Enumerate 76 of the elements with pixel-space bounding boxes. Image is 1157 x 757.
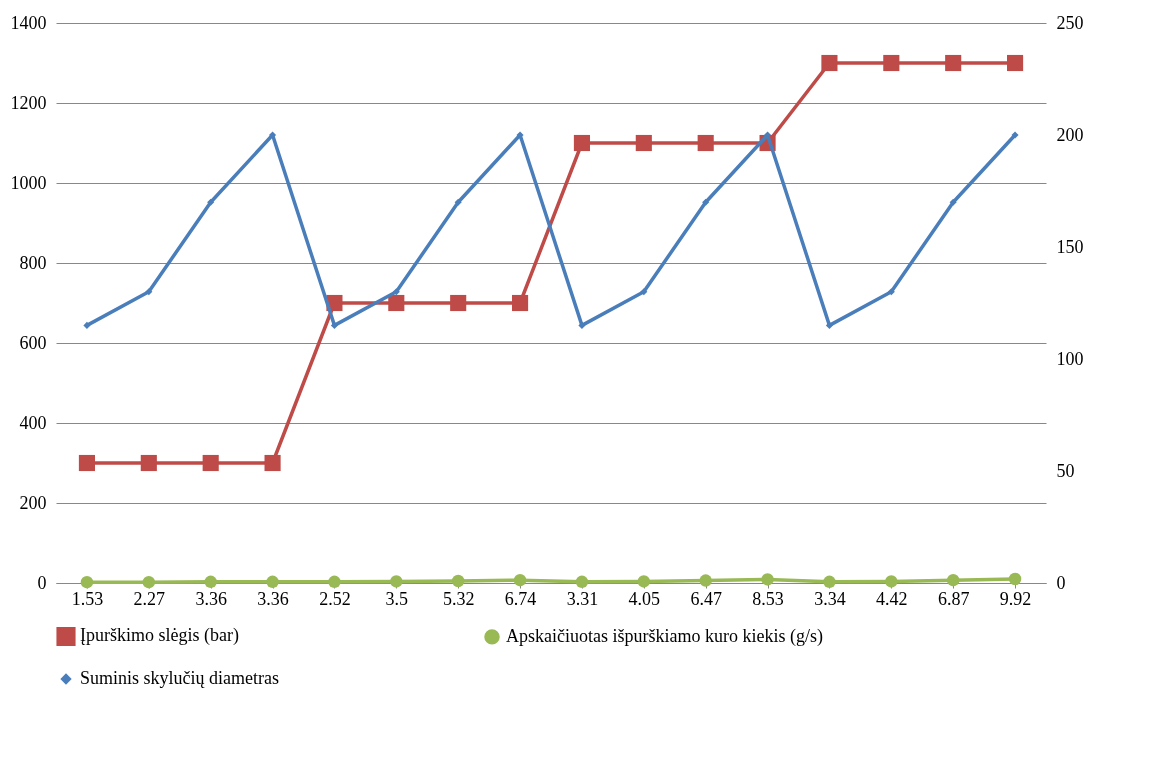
y-tick-label: 1200 [10, 92, 47, 113]
point [575, 575, 589, 589]
y-tick-label: 0 [37, 572, 47, 593]
point [145, 288, 153, 296]
x-tick-label: 8.53 [752, 588, 784, 609]
x-tick-label: 4.42 [876, 588, 908, 609]
x-tick-label: 6.74 [504, 588, 537, 609]
y-tick-label: 1000 [10, 172, 47, 193]
point [140, 454, 157, 472]
y2-tick-label: 0 [1056, 572, 1066, 593]
point [635, 134, 652, 152]
y-tick-label: 600 [19, 332, 47, 353]
x-tick-label: 3.34 [814, 588, 846, 609]
x-tick-label: 2.52 [319, 588, 351, 609]
point [883, 54, 900, 72]
point [821, 54, 838, 72]
point [330, 321, 338, 329]
y-tick-label: 400 [19, 412, 47, 433]
point [204, 575, 217, 589]
point [328, 575, 341, 589]
y2-tick-label: 200 [1056, 124, 1084, 145]
legend-label: Įpurškimo slėgis (bar) [80, 625, 239, 647]
x-tick-label: 3.5 [385, 588, 409, 609]
point [945, 54, 962, 72]
legend-label: Suminis skylučių diametras [80, 668, 279, 688]
point [207, 198, 215, 206]
legend-label: Apskaičiuotas išpurškiamo kuro kiekis (g/s) [506, 625, 823, 647]
x-tick-label: 4.05 [628, 588, 661, 609]
point [78, 454, 95, 472]
point [699, 574, 712, 587]
point [512, 294, 529, 312]
point [390, 575, 403, 588]
x-tick-label: 3.31 [566, 588, 599, 609]
point [1008, 572, 1022, 586]
y2-tick-label: 250 [1056, 12, 1084, 33]
y2-tick-label: 150 [1056, 236, 1084, 257]
point [83, 321, 91, 329]
point [1011, 131, 1019, 139]
point [573, 134, 590, 152]
point [825, 321, 833, 329]
y-tick-label: 200 [19, 492, 47, 513]
point [640, 288, 648, 296]
y-tick-label: 800 [19, 252, 47, 273]
point [761, 573, 774, 586]
point [142, 575, 156, 589]
point [513, 573, 527, 587]
x-tick-label: 2.27 [133, 588, 166, 609]
point [266, 575, 279, 589]
point [949, 198, 957, 206]
point [887, 288, 895, 296]
point [454, 198, 462, 206]
y2-tick-label: 100 [1056, 348, 1084, 369]
point [1007, 54, 1024, 72]
y-tick-label: 1400 [10, 12, 47, 33]
point [450, 294, 467, 312]
y2-tick-label: 50 [1056, 460, 1075, 481]
point [578, 321, 586, 329]
x-tick-label: 3.36 [257, 588, 289, 609]
point [702, 198, 710, 206]
point [885, 575, 898, 588]
x-tick-label: 3.36 [195, 588, 227, 609]
x-tick-label: 9.92 [999, 588, 1032, 609]
point [202, 454, 219, 472]
point [451, 574, 465, 588]
point [264, 454, 281, 472]
x-tick-label: 6.87 [937, 588, 970, 609]
point [823, 575, 836, 589]
x-tick-label: 6.47 [690, 588, 722, 609]
point [946, 573, 960, 587]
point [637, 575, 651, 588]
point [392, 288, 400, 296]
x-tick-label: 1.53 [71, 588, 104, 609]
point [80, 575, 94, 589]
x-tick-label: 5.32 [442, 588, 475, 609]
point [697, 134, 714, 152]
point [388, 294, 405, 312]
